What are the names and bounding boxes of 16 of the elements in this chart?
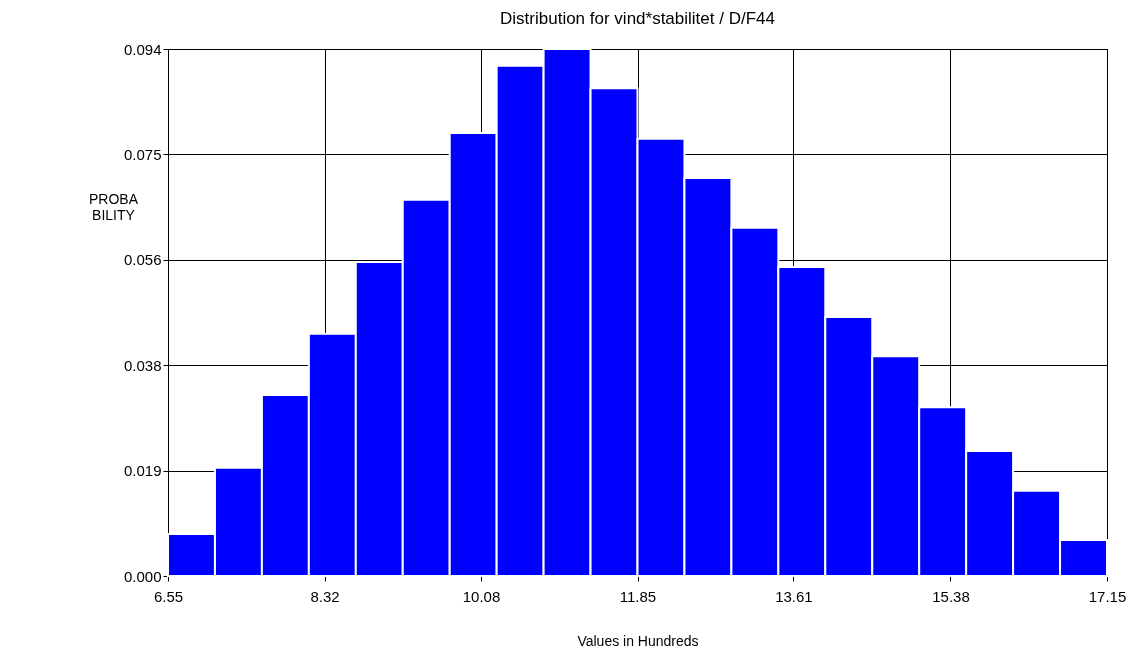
x-tick-label: 17.15	[1088, 587, 1127, 605]
x-tick-label: 13.61	[775, 587, 813, 605]
x-tick-label: 11.85	[619, 587, 657, 605]
y-tick-label: 0.094	[123, 40, 162, 58]
x-axis-title: Values in Hundreds	[577, 632, 699, 649]
y-tick-label: 0.056	[123, 251, 162, 269]
y-tick-label: 0.075	[123, 145, 162, 163]
y-axis-title: PROBA BILITY	[88, 190, 139, 223]
x-tick-label: 6.55	[153, 587, 184, 605]
chart-title: Distribution for vind*stabilitet / D/F44	[500, 9, 775, 28]
y-tick-label: 0.038	[123, 356, 162, 374]
x-tick-label: 10.08	[462, 587, 501, 605]
y-tick-label: 0.000	[123, 567, 162, 585]
y-tick-label: 0.019	[123, 462, 162, 480]
x-tick-label: 15.38	[932, 587, 970, 605]
x-tick-label: 8.32	[310, 587, 340, 605]
